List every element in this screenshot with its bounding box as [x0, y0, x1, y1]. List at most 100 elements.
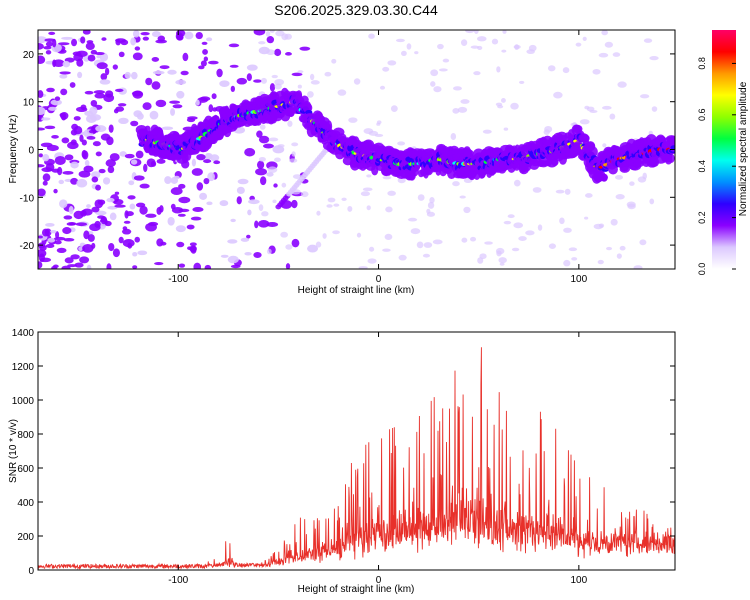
noise-blob [184, 31, 194, 40]
noise-blob [45, 50, 52, 55]
noise-blob [75, 222, 88, 227]
snr-field [38, 347, 675, 570]
noise-blob [610, 218, 618, 226]
noise-blob [124, 71, 131, 79]
noise-blob [47, 237, 56, 243]
noise-blob [177, 213, 186, 217]
spectrogram-ytick-label: -10 [20, 193, 35, 204]
noise-blob [86, 135, 96, 140]
snr-ytick-label: 0 [28, 566, 34, 577]
noise-blob [196, 182, 204, 191]
colorbar-tick-label: 0.2 [697, 211, 707, 224]
noise-blob [58, 179, 65, 185]
noise-blob [201, 41, 208, 45]
noise-blob [42, 154, 50, 162]
noise-blob [197, 97, 209, 103]
noise-blob [598, 52, 609, 58]
noise-blob [170, 176, 179, 184]
noise-blob [410, 228, 421, 235]
noise-blob [55, 231, 60, 239]
noise-blob [433, 86, 442, 93]
noise-blob [597, 259, 604, 265]
noise-blob [189, 242, 197, 247]
noise-blob [95, 125, 107, 133]
noise-blob [106, 136, 114, 146]
noise-blob [155, 99, 167, 108]
noise-blob [291, 238, 300, 248]
noise-blob [154, 262, 164, 266]
noise-blob [376, 122, 381, 126]
noise-blob [172, 104, 183, 109]
noise-blob [56, 247, 67, 253]
spectrogram-field [38, 30, 675, 269]
noise-blob [619, 245, 626, 251]
noise-blob [38, 127, 46, 131]
noise-blob [52, 59, 57, 68]
noise-blob [118, 117, 129, 125]
noise-blob [86, 40, 94, 44]
noise-blob [203, 177, 210, 185]
noise-blob [130, 120, 139, 127]
noise-blob [132, 251, 138, 257]
noise-blob [45, 162, 55, 172]
noise-blob [229, 64, 239, 68]
noise-blob [157, 35, 165, 42]
noise-blob [387, 60, 397, 66]
noise-blob [70, 129, 78, 136]
spectrogram-ytick-label: -20 [20, 241, 35, 252]
noise-blob [470, 236, 477, 242]
noise-blob [108, 243, 115, 252]
noise-blob [51, 135, 59, 139]
noise-blob [38, 90, 44, 98]
noise-blob [513, 222, 524, 229]
noise-blob [633, 265, 643, 269]
noise-blob [426, 208, 431, 214]
noise-blob [287, 120, 293, 127]
noise-blob [291, 199, 298, 209]
noise-blob [38, 153, 43, 158]
noise-blob [246, 234, 251, 239]
ridge-halo [600, 173, 608, 182]
noise-blob [62, 170, 74, 175]
noise-blob [498, 257, 507, 264]
noise-blob [584, 105, 590, 110]
noise-blob [76, 178, 88, 188]
noise-blob [167, 216, 175, 226]
noise-blob [461, 237, 468, 243]
ridge-halo [668, 136, 675, 147]
noise-blob [63, 237, 75, 242]
noise-blob [135, 150, 144, 159]
snr-ytick-label: 200 [17, 532, 34, 543]
noise-blob [38, 235, 43, 239]
noise-blob [496, 66, 501, 73]
noise-blob [592, 68, 601, 75]
noise-blob [42, 180, 48, 186]
noise-blob [38, 42, 44, 50]
noise-blob [142, 102, 152, 111]
noise-blob [272, 199, 277, 204]
noise-blob [356, 232, 362, 238]
noise-blob [571, 257, 578, 261]
noise-blob [80, 210, 87, 217]
snr-ytick-label: 1400 [12, 328, 35, 339]
noise-blob [107, 205, 118, 210]
noise-blob [511, 247, 520, 252]
noise-blob [397, 141, 406, 146]
noise-blob [73, 53, 84, 62]
colorbar: 0.0 0.2 0.4 0.6 0.8 Normalized spectral ampl… [697, 30, 749, 275]
noise-blob [369, 246, 375, 252]
noise-blob [582, 36, 587, 41]
noise-blob [109, 212, 117, 221]
noise-blob [642, 172, 647, 180]
noise-blob [193, 262, 202, 269]
snr-xtick-label: 100 [571, 575, 588, 586]
colorbar-tick-label: 0.8 [697, 57, 707, 70]
noise-blob [60, 88, 68, 96]
noise-blob [332, 230, 340, 235]
noise-blob [227, 239, 238, 244]
noise-blob [273, 183, 278, 188]
noise-blob [422, 253, 431, 258]
noise-blob [50, 99, 62, 106]
noise-blob [54, 155, 66, 165]
